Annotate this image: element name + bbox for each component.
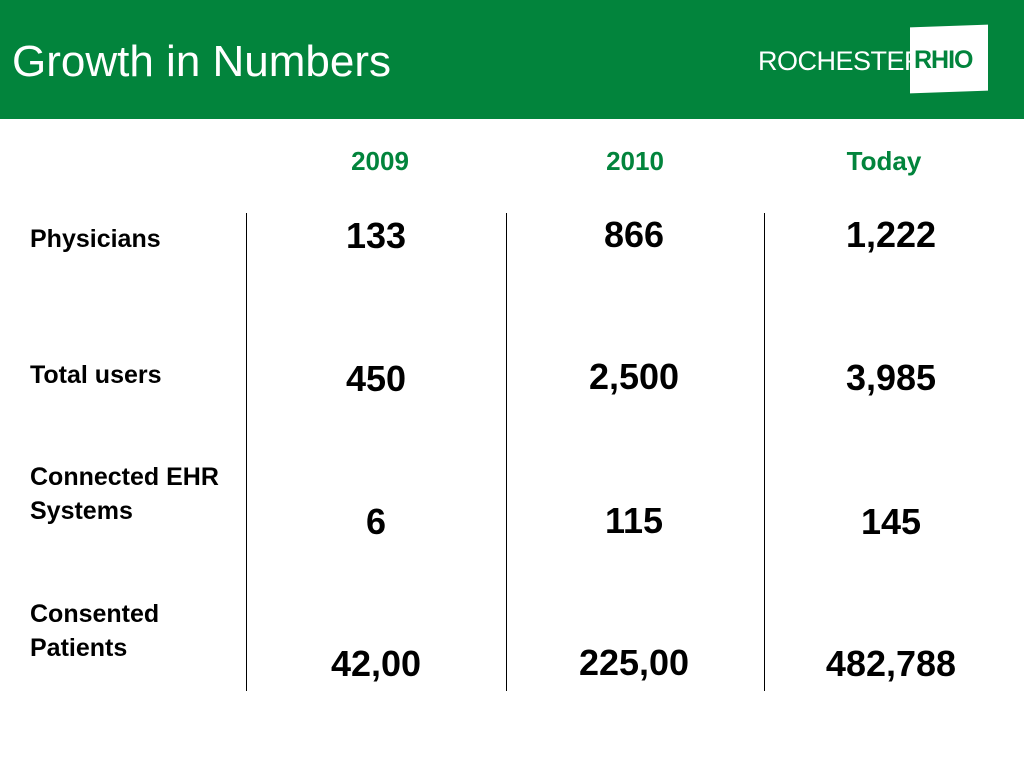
cell-patients-2010: 225,00 (578, 642, 690, 683)
cell-total-users-2009: 450 (345, 358, 407, 399)
row-label-consented-patients: Consented Patients (30, 600, 160, 662)
cell-patients-2009: 42,00 (330, 643, 422, 684)
cell-total-users-today: 3,985 (845, 357, 937, 398)
column-header-2010: 2010 (606, 146, 664, 176)
cell-ehr-2010: 115 (604, 500, 664, 541)
logo-text: ROCHESTER (758, 46, 924, 76)
column-header-today: Today (846, 146, 922, 176)
cell-total-users-2010: 2,500 (588, 356, 680, 397)
cell-physicians-today: 1,222 (845, 214, 937, 255)
cell-physicians-2009: 133 (345, 215, 407, 256)
row-label-physicians: Physicians (30, 225, 161, 253)
cell-ehr-today: 145 (860, 501, 922, 542)
logo-box-text: RHIO (914, 46, 973, 75)
logo-box: RHIO (910, 24, 988, 94)
header-bar: Growth in Numbers ROCHESTER RHIO (0, 0, 1024, 119)
row-label-connected-ehr-systems: Connected EHR Systems (30, 463, 219, 525)
column-divider (506, 213, 507, 691)
column-divider (764, 213, 765, 691)
column-header-2009: 2009 (351, 146, 409, 176)
column-divider (246, 213, 247, 691)
rochester-rhio-logo: ROCHESTER RHIO (758, 24, 990, 94)
cell-physicians-2010: 866 (603, 214, 665, 255)
page-title: Growth in Numbers (12, 37, 392, 86)
row-label-total-users: Total users (30, 361, 162, 389)
cell-patients-today: 482,788 (825, 643, 957, 684)
cell-ehr-2009: 6 (365, 501, 387, 542)
